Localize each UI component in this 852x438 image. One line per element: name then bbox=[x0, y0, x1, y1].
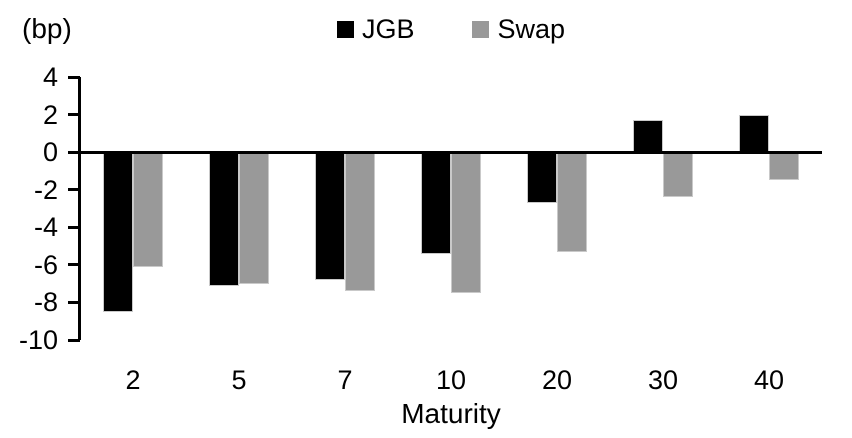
y-axis-tick-label: 0 bbox=[42, 137, 58, 168]
bar-jgb-10 bbox=[421, 152, 451, 254]
y-axis-tick bbox=[68, 188, 80, 192]
bar-jgb-30 bbox=[633, 120, 663, 153]
x-axis-zero-line bbox=[80, 150, 822, 154]
legend-swatch-icon bbox=[472, 21, 490, 38]
y-axis-tick bbox=[68, 263, 80, 267]
y-axis-tick-label: -4 bbox=[33, 212, 58, 243]
x-axis-tick-label: 2 bbox=[125, 365, 141, 395]
y-axis-tick bbox=[68, 150, 80, 154]
x-axis-title: Maturity bbox=[401, 398, 501, 429]
plot-area: 4 2 0 -2 -4 -6 -8 -10 2 5 7 10 20 30 40 bbox=[19, 62, 822, 395]
y-axis-line bbox=[78, 77, 81, 340]
legend: JGB Swap bbox=[80, 16, 822, 43]
legend-label: Swap bbox=[497, 14, 566, 44]
bar-swap-30 bbox=[663, 152, 693, 198]
x-axis-tick-label: 30 bbox=[647, 365, 679, 395]
bar-swap-7 bbox=[345, 152, 375, 292]
x-axis-tick-label: 40 bbox=[753, 365, 785, 395]
y-axis-tick bbox=[68, 75, 80, 79]
bar-jgb-7 bbox=[315, 152, 345, 280]
y-axis-tick-label: -6 bbox=[33, 249, 58, 280]
legend-swatch-icon bbox=[336, 21, 354, 38]
bar-jgb-20 bbox=[527, 152, 557, 203]
bar-swap-5 bbox=[239, 152, 269, 284]
x-axis-tick-label: 10 bbox=[435, 365, 467, 395]
legend-label: JGB bbox=[361, 14, 415, 44]
y-axis-tick bbox=[68, 300, 80, 304]
bar-jgb-40 bbox=[739, 114, 769, 153]
y-axis-tick-label: -10 bbox=[18, 325, 58, 355]
x-axis-tick-label: 5 bbox=[231, 365, 247, 395]
bar-swap-20 bbox=[557, 152, 587, 252]
y-axis-tick-label: 4 bbox=[42, 62, 58, 92]
y-axis-tick-label: 2 bbox=[42, 99, 58, 130]
y-axis-tick-label: -8 bbox=[33, 287, 58, 318]
y-axis-tick bbox=[68, 225, 80, 229]
y-axis-tick-label: -2 bbox=[33, 174, 58, 205]
bar-swap-10 bbox=[451, 152, 481, 294]
x-axis-tick-label: 7 bbox=[337, 365, 353, 395]
bar-jgb-2 bbox=[103, 152, 133, 312]
bar-jgb-5 bbox=[209, 152, 239, 286]
x-axis-tick-label: 20 bbox=[541, 365, 573, 395]
legend-entry-swap: Swap bbox=[472, 16, 565, 43]
bar-swap-2 bbox=[133, 152, 163, 267]
y-axis-tick bbox=[68, 338, 80, 342]
bar-swap-40 bbox=[769, 152, 799, 181]
y-axis-tick bbox=[68, 113, 80, 117]
y-axis-unit-label: (bp) bbox=[22, 13, 72, 44]
legend-entry-jgb: JGB bbox=[336, 14, 415, 44]
